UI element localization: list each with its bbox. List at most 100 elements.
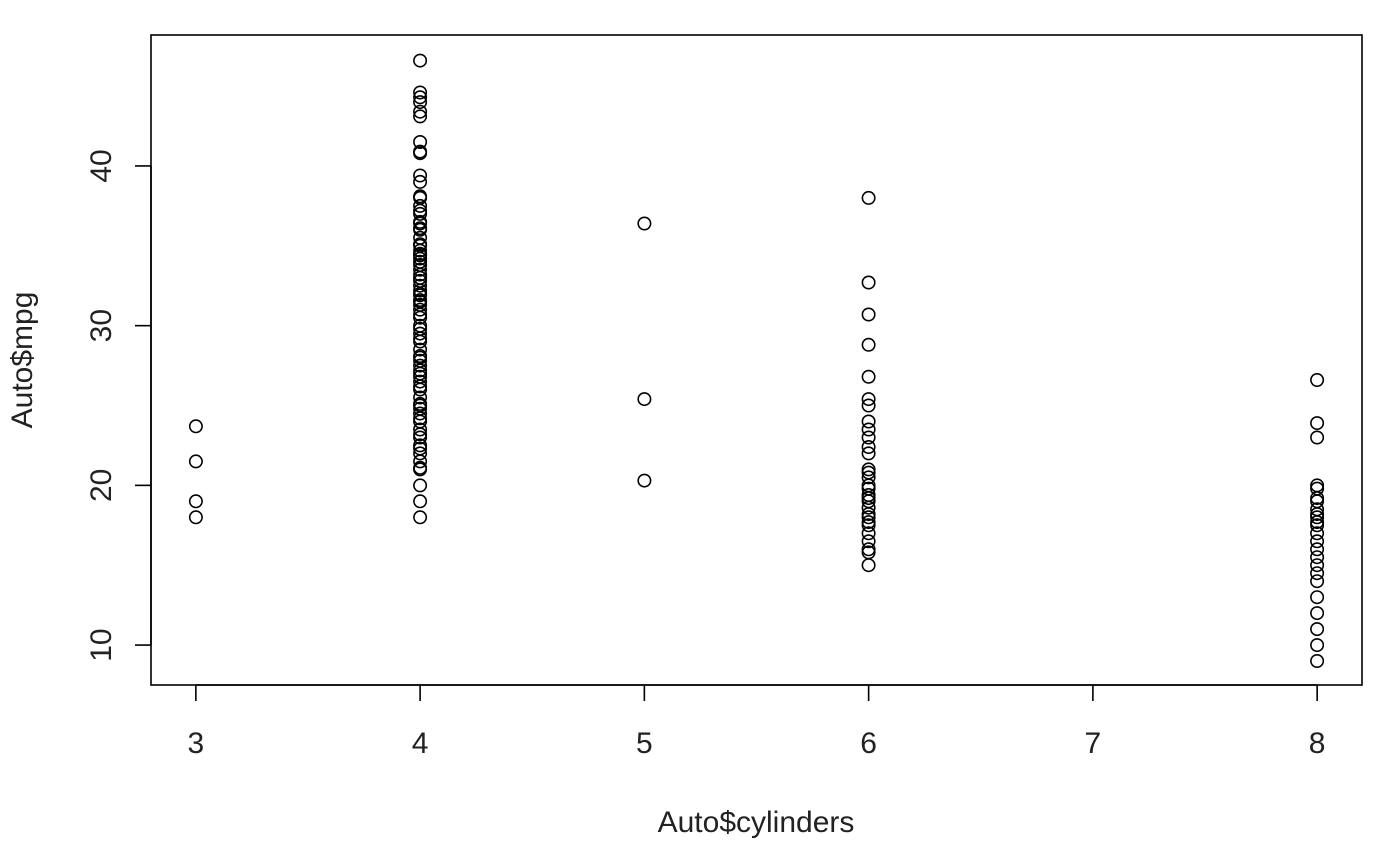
x-tick-label: 7 bbox=[1085, 727, 1102, 760]
data-point bbox=[861, 422, 876, 437]
data-point bbox=[413, 198, 428, 213]
data-point bbox=[413, 446, 428, 461]
data-points bbox=[188, 53, 1325, 668]
data-point bbox=[1310, 372, 1325, 387]
data-point bbox=[1310, 574, 1325, 589]
data-point bbox=[413, 278, 428, 293]
data-point bbox=[188, 510, 203, 525]
data-point bbox=[861, 526, 876, 541]
data-point bbox=[413, 427, 428, 442]
data-point bbox=[413, 348, 428, 363]
data-point bbox=[413, 168, 428, 183]
data-point bbox=[413, 396, 428, 411]
data-point bbox=[413, 307, 428, 322]
data-point bbox=[1310, 550, 1325, 565]
data-point bbox=[413, 369, 428, 384]
data-point bbox=[413, 288, 428, 303]
data-point bbox=[413, 379, 428, 394]
data-point bbox=[1310, 653, 1325, 668]
x-tick-label: 3 bbox=[188, 727, 205, 760]
data-point bbox=[1310, 606, 1325, 621]
data-point bbox=[413, 326, 428, 341]
y-tick-label: 30 bbox=[85, 309, 118, 342]
data-point bbox=[1310, 638, 1325, 653]
data-point bbox=[413, 363, 428, 378]
data-point bbox=[413, 95, 428, 110]
data-point bbox=[413, 401, 428, 416]
data-point bbox=[413, 221, 428, 236]
data-point bbox=[413, 478, 428, 493]
x-tick-label: 8 bbox=[1309, 727, 1326, 760]
data-point bbox=[1310, 478, 1325, 493]
data-point bbox=[413, 321, 428, 336]
data-point bbox=[1310, 622, 1325, 637]
data-point bbox=[861, 439, 876, 454]
data-point bbox=[861, 414, 876, 429]
data-point bbox=[413, 248, 428, 263]
data-point bbox=[1310, 416, 1325, 431]
data-point bbox=[413, 353, 428, 368]
data-point bbox=[1310, 534, 1325, 549]
data-point bbox=[861, 307, 876, 322]
data-point bbox=[637, 473, 652, 488]
data-point bbox=[413, 53, 428, 68]
data-point bbox=[861, 542, 876, 557]
data-point bbox=[861, 337, 876, 352]
data-point bbox=[413, 374, 428, 389]
data-point bbox=[861, 369, 876, 384]
data-point bbox=[861, 190, 876, 205]
data-point bbox=[861, 398, 876, 413]
data-point bbox=[413, 216, 428, 231]
y-tick-label: 20 bbox=[85, 469, 118, 502]
data-point bbox=[413, 104, 428, 119]
data-point bbox=[1310, 566, 1325, 581]
data-point bbox=[413, 441, 428, 456]
x-axis: 3 4 5 6 7 8 bbox=[188, 684, 1326, 760]
data-point bbox=[1310, 502, 1325, 517]
data-point bbox=[188, 454, 203, 469]
data-point bbox=[413, 243, 428, 258]
data-point bbox=[413, 273, 428, 288]
data-point bbox=[861, 462, 876, 477]
data-point bbox=[413, 257, 428, 272]
data-point bbox=[413, 293, 428, 308]
data-point bbox=[1310, 526, 1325, 541]
data-point bbox=[1310, 430, 1325, 445]
data-point bbox=[861, 515, 876, 530]
data-point bbox=[413, 297, 428, 312]
data-point bbox=[413, 262, 428, 277]
data-point bbox=[413, 237, 428, 252]
data-point bbox=[188, 494, 203, 509]
x-tick-label: 5 bbox=[636, 727, 653, 760]
data-point bbox=[413, 174, 428, 189]
data-point bbox=[637, 392, 652, 407]
data-point bbox=[413, 331, 428, 346]
x-tick-label: 6 bbox=[860, 727, 877, 760]
data-point bbox=[413, 411, 428, 426]
data-point bbox=[413, 109, 428, 124]
data-point bbox=[188, 419, 203, 434]
plot-frame bbox=[150, 34, 1363, 686]
data-point bbox=[413, 135, 428, 150]
data-point bbox=[1310, 481, 1325, 496]
data-point bbox=[861, 558, 876, 573]
y-axis-title: Auto$mpg bbox=[6, 292, 39, 429]
data-point bbox=[413, 406, 428, 421]
x-tick-label: 4 bbox=[412, 727, 429, 760]
data-point bbox=[1310, 542, 1325, 557]
data-point bbox=[413, 144, 428, 159]
data-point bbox=[413, 358, 428, 373]
data-point bbox=[413, 283, 428, 298]
data-point bbox=[413, 494, 428, 509]
data-point bbox=[861, 446, 876, 461]
data-point bbox=[861, 487, 876, 502]
data-point bbox=[1310, 558, 1325, 573]
data-point bbox=[413, 189, 428, 204]
data-point bbox=[861, 392, 876, 407]
data-point bbox=[413, 342, 428, 357]
x-axis-title: Auto$cylinders bbox=[658, 806, 855, 839]
y-tick-label: 10 bbox=[85, 628, 118, 661]
data-point bbox=[413, 390, 428, 405]
data-point bbox=[413, 302, 428, 317]
